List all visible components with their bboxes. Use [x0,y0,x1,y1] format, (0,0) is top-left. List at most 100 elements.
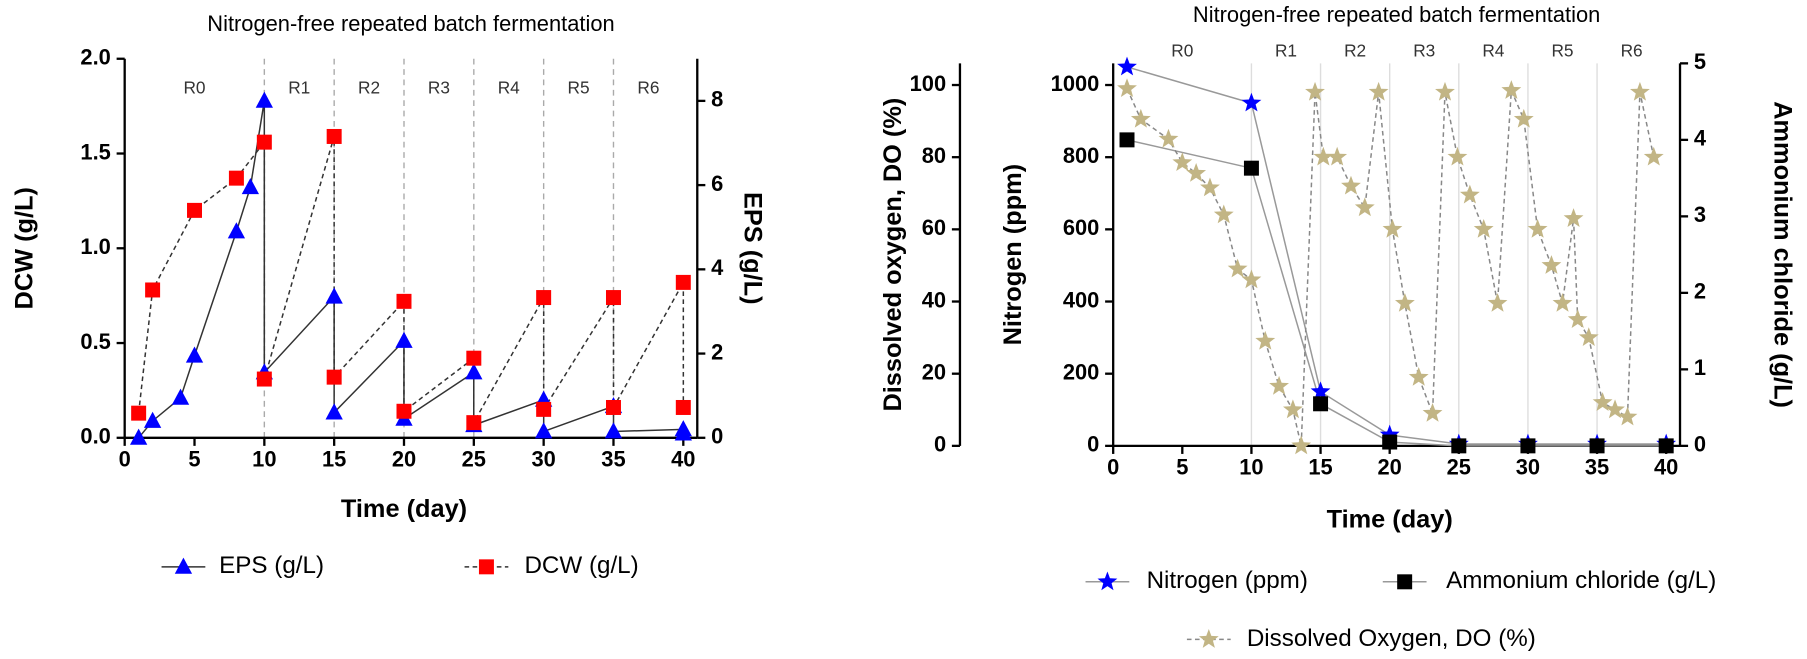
marker [1313,396,1329,412]
y-tick-label: 1.5 [80,139,110,164]
marker [466,350,482,366]
chart: Nitrogen-free repeated batch fermentatio… [879,2,1797,652]
legend-marker [174,557,193,574]
marker [1305,81,1325,101]
marker [1451,438,1467,454]
phase-label: R3 [1413,40,1435,60]
marker [1658,438,1674,454]
y3-tick-label: 20 [922,359,946,384]
marker [1563,208,1584,227]
legend-marker [478,559,494,575]
marker [1501,80,1522,99]
legend-marker [1097,571,1118,591]
marker [536,401,552,417]
legend-marker [1198,629,1219,648]
y-tick-label: 0.5 [80,329,110,354]
x-tick-label: 15 [322,447,346,472]
phase-label: R3 [428,77,450,97]
y-tick-label: 400 [1063,287,1100,312]
legend-label: Nitrogen (ppm) [1147,567,1308,594]
marker [143,411,162,428]
y3-tick-label: 40 [922,287,946,312]
marker [1341,175,1361,195]
y2-tick-label: 0 [1694,432,1706,457]
y-tick-label: 0 [1087,432,1099,457]
marker [1382,434,1398,450]
marker [185,346,204,363]
marker [1459,184,1480,204]
marker [326,128,342,144]
marker [1241,92,1262,112]
marker [1473,219,1494,238]
marker [1643,146,1664,166]
y-tick-label: 1000 [1051,71,1100,96]
y2-tick-label: 2 [711,339,723,364]
phase-label: R2 [358,77,380,97]
y-axis-label: Nitrogen (ppm) [999,164,1027,345]
marker [1487,292,1508,312]
marker [1255,330,1276,350]
marker [536,290,552,306]
x-tick-label: 35 [601,447,625,472]
y-tick-label: 800 [1063,143,1100,168]
marker [466,415,482,431]
phase-label: R0 [183,77,205,97]
marker [396,293,412,309]
y-tick-label: 1.0 [80,234,110,259]
phase-label: R5 [1551,40,1573,60]
y-tick-label: 200 [1063,359,1100,384]
marker [227,222,246,239]
y2-tick-label: 4 [1694,126,1707,151]
marker [1605,399,1625,419]
marker [1527,219,1548,238]
marker [1117,78,1137,98]
marker [1119,132,1135,148]
x-tick-label: 40 [671,447,695,472]
marker [325,287,343,304]
marker [187,202,202,218]
marker [396,403,412,419]
marker [465,363,483,380]
y2-tick-label: 6 [711,171,723,196]
y-axis-label: DCW (g/L) [10,187,38,309]
legend-label: Ammonium chloride (g/L) [1446,567,1716,594]
marker [1200,177,1220,197]
x-axis-label: Time (day) [341,495,467,523]
marker [1117,56,1137,76]
chart-title: Nitrogen-free repeated batch fermentatio… [207,11,614,36]
x-tick-label: 25 [1447,455,1471,480]
marker [130,428,148,445]
marker [674,424,692,441]
y2-tick-label: 0 [711,424,723,449]
phase-label: R5 [568,77,590,97]
x-tick-label: 35 [1585,455,1609,480]
marker [131,405,147,421]
marker [675,399,691,415]
marker [1368,81,1389,101]
y2-tick-label: 4 [711,255,724,280]
y2-axis-label: EPS (g/L) [739,192,767,305]
x-tick-label: 30 [531,447,555,472]
phase-label: R6 [1621,40,1643,60]
marker [1327,146,1348,166]
legend-label: DCW (g/L) [524,552,638,579]
marker [535,422,553,439]
marker [605,399,621,415]
x-tick-label: 5 [188,447,200,472]
y3-tick-label: 0 [934,432,946,457]
marker [1552,292,1573,312]
marker [255,91,273,108]
y-tick-label: 2.0 [80,45,110,70]
marker [228,170,244,186]
marker [1394,292,1415,312]
marker [1382,219,1403,238]
phase-label: R0 [1171,40,1193,60]
x-tick-label: 20 [1378,455,1402,480]
marker [1310,381,1331,401]
marker [1408,366,1429,386]
marker [145,282,161,298]
marker [1567,309,1588,329]
series-line [1126,139,1667,447]
marker [1241,269,1262,289]
